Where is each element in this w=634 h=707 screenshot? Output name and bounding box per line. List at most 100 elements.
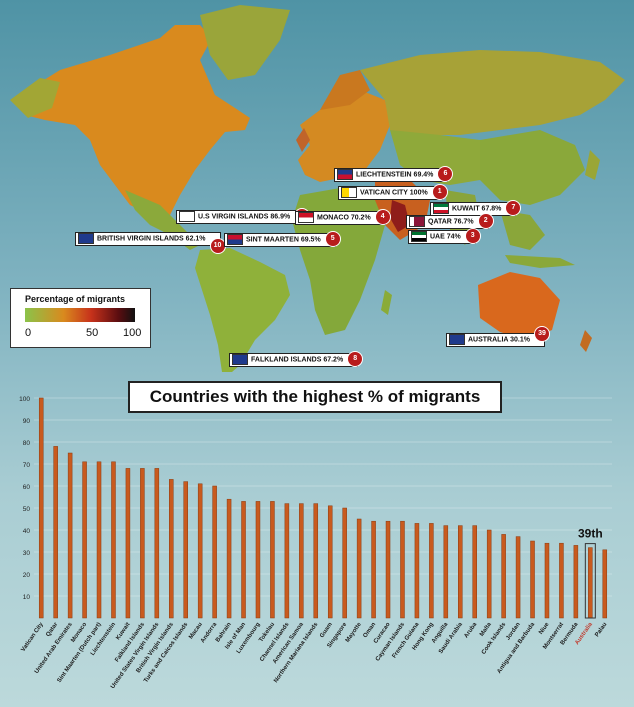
- callout-british-virgin-islands: BRITISH VIRGIN ISLANDS 62.1% 10: [75, 232, 226, 254]
- callout-australia: AUSTRALIA 30.1% 39: [446, 326, 550, 347]
- callout-kuwait: KUWAIT 67.8% 7: [430, 200, 522, 216]
- flag-us-virgin-islands-icon: [179, 211, 195, 222]
- callout-falkland-islands: FALKLAND ISLANDS 67.2% 8: [229, 351, 364, 367]
- bar: [82, 461, 87, 619]
- flag-kuwait-icon: [433, 203, 449, 214]
- y-tick-label: 60: [23, 484, 31, 491]
- highlight-box: [584, 543, 596, 619]
- map-scandinavia: [320, 70, 370, 110]
- bar: [544, 542, 550, 619]
- bar: [197, 483, 203, 619]
- bar: [400, 520, 405, 619]
- bar: [183, 481, 188, 619]
- x-tick-label: Oman: [363, 621, 378, 639]
- rank-badge: 3: [464, 228, 481, 244]
- y-tick-label: 50: [23, 506, 31, 513]
- callout-label: LIECHTENSTEIN 69.4%: [356, 171, 434, 179]
- legend-tick: 0: [25, 327, 32, 339]
- rank-badge: 7: [505, 200, 522, 216]
- bar: [38, 397, 44, 619]
- bar: [515, 536, 521, 619]
- map-north-america: [20, 25, 250, 215]
- flag-qatar-icon: [409, 216, 425, 227]
- flag-monaco-icon: [298, 212, 314, 223]
- bar: [414, 523, 420, 619]
- legend-gradient: [25, 308, 135, 322]
- color-legend: Percentage of migrants 0 50 100: [10, 288, 151, 348]
- callout-uae: UAE 74% 3: [408, 228, 481, 244]
- flag-vatican-city-icon: [341, 187, 357, 198]
- callout-label: VATICAN CITY 100%: [360, 189, 428, 197]
- x-tick-label: Palau: [594, 621, 608, 638]
- callout-liechtenstein: LIECHTENSTEIN 69.4% 6: [334, 166, 454, 182]
- bar: [443, 525, 449, 619]
- flag-british-virgin-islands-icon: [78, 233, 94, 244]
- callout-monaco: MONACO 70.2% 4: [295, 209, 391, 225]
- callout-label: QATAR 76.7%: [428, 218, 474, 226]
- callout-label: KUWAIT 67.8%: [452, 205, 502, 213]
- rank-badge: 6: [437, 166, 454, 182]
- x-tick-label: Mayotte: [345, 621, 363, 644]
- world-map: [10, 5, 625, 372]
- map-greenland: [200, 5, 290, 80]
- map-europe: [298, 90, 390, 182]
- bar: [299, 503, 304, 619]
- map-australia: [478, 272, 560, 340]
- chart-title: Countries with the highest % of migrants: [128, 381, 502, 413]
- map-china: [480, 130, 585, 205]
- bar: [96, 461, 102, 619]
- map-madagascar: [381, 290, 392, 315]
- map-south-america: [195, 248, 290, 372]
- x-tick-label: Qatar: [45, 621, 59, 638]
- legend-tick: 100: [123, 327, 142, 339]
- flag-falkland-islands-icon: [232, 354, 248, 365]
- x-tick-label: Guam: [319, 622, 334, 639]
- map-se-asia: [500, 210, 545, 250]
- callout-label: AUSTRALIA 30.1%: [468, 336, 530, 344]
- map-japan: [585, 150, 600, 180]
- bar: [125, 468, 131, 619]
- bar: [270, 501, 275, 619]
- callout-label: BRITISH VIRGIN ISLANDS 62.1%: [97, 235, 206, 243]
- rank-badge: 39: [533, 326, 550, 342]
- flag-liechtenstein-icon: [337, 169, 353, 180]
- map-indonesia: [505, 255, 575, 268]
- x-tick-label: Vatican City: [20, 621, 45, 653]
- bar: [53, 446, 58, 619]
- map-russia: [360, 50, 625, 135]
- bar: [588, 547, 593, 619]
- callout-label: FALKLAND ISLANDS 67.2%: [251, 356, 344, 364]
- y-tick-label: 40: [23, 528, 31, 535]
- bar: [371, 520, 376, 619]
- y-tick-label: 90: [23, 418, 31, 425]
- annotation-label: 39th: [578, 527, 603, 541]
- y-tick-label: 100: [19, 396, 30, 403]
- bar: [255, 501, 261, 619]
- x-tick-label: Niue: [538, 621, 551, 636]
- map-uk: [296, 128, 310, 152]
- bar: [385, 520, 391, 619]
- bar: [327, 505, 333, 619]
- bar: [169, 479, 174, 619]
- map-arabia-red: [390, 200, 410, 232]
- callout-label: MONACO 70.2%: [317, 214, 371, 222]
- bar: [602, 549, 608, 619]
- map-new-zealand: [580, 330, 592, 352]
- callout-sint-maarten: SINT MAARTEN 69.5% 5: [224, 231, 341, 247]
- bar: [212, 485, 217, 619]
- flag-sint-maarten-icon: [227, 234, 243, 245]
- bar: [313, 503, 319, 619]
- callout-label: UAE 74%: [430, 233, 461, 241]
- y-tick-label: 30: [23, 550, 31, 557]
- y-tick-label: 70: [23, 462, 31, 469]
- y-tick-label: 20: [23, 572, 31, 579]
- bar: [67, 452, 73, 619]
- legend-title: Percentage of migrants: [25, 294, 126, 304]
- bar: [458, 525, 463, 619]
- rank-badge: 2: [477, 213, 494, 229]
- x-tick-label: Aruba: [464, 621, 479, 639]
- map-alaska: [10, 78, 60, 118]
- y-tick-label: 10: [23, 594, 31, 601]
- bar: [501, 534, 506, 619]
